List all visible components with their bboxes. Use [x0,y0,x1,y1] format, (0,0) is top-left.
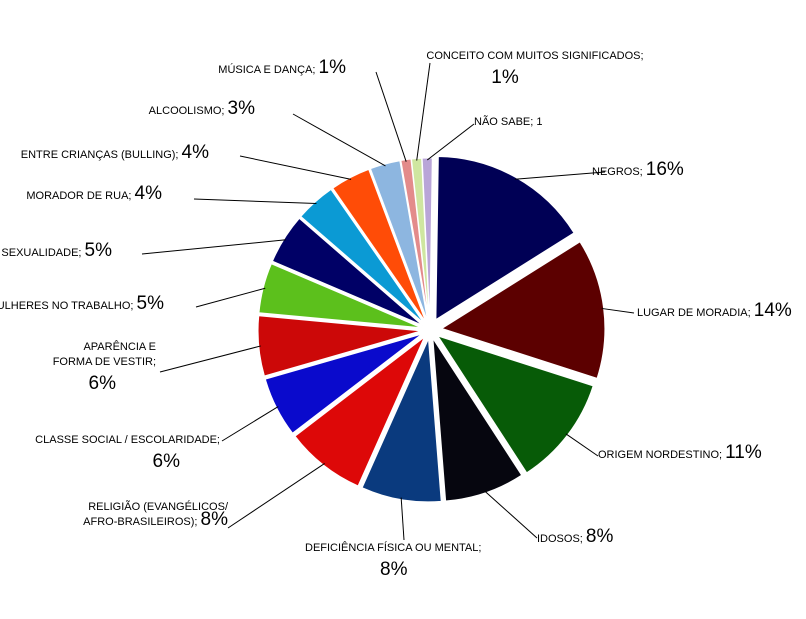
pie-slice-10 [300,188,425,324]
slice-label-14: CONCEITO COM MUITOS SIGNIFICADOS; 1% [426,50,643,88]
leader-line-2 [565,433,599,457]
leader-line-15 [426,123,475,161]
leader-line-12 [292,113,386,167]
slice-label-6: CLASSE SOCIAL / ESCOLARIDADE; 6% [35,434,220,472]
slice-label-3: IDOSOS; 8% [537,526,613,547]
leader-line-10 [193,198,317,204]
pie-slice-12 [369,160,429,322]
leader-line-8 [195,287,266,308]
leader-line-13 [375,71,407,162]
leader-line-7 [159,345,261,373]
pie-slice-1 [440,241,606,379]
leader-line-5 [227,463,325,529]
slice-label-9: SEXUALIDADE; 5% [1,240,112,261]
pie-slice-15 [421,157,433,322]
slice-labels: NEGROS; 16% LUGAR DE MORADIA; 14% ORIGEM N… [0,50,792,580]
slice-label-5: RELIGIÃO (EVANGÉLICOS/AFRO-BRASILEIROS);… [83,500,229,530]
pie-slice-9 [271,217,423,326]
slice-label-8: MULHERES NO TRABALHO; 5% [0,293,164,314]
pie-slice-5 [294,336,425,487]
leader-line-11 [239,155,352,180]
leader-line-3 [484,490,538,539]
slice-label-4: DEFICIÊNCIA FÍSICA OU MENTAL; 8% [305,541,481,580]
slice-label-0: NEGROS; 16% [592,159,684,180]
slice-label-2: ORIGEM NORDESTINO; 11% [598,442,762,463]
slice-label-10: MORADOR DE RUA; 4% [26,183,162,204]
slice-label-15: NÃO SABE; 1 [474,115,542,128]
leader-line-1 [601,307,635,314]
leader-line-6 [221,406,279,442]
leader-line-9 [141,239,286,255]
pie-slice-0 [435,156,575,321]
leader-line-4 [400,497,405,541]
pie-slice-11 [332,168,427,323]
slice-label-11: ENTRE CRIANÇAS (BULLING); 4% [21,142,209,163]
pie-slice-8 [258,263,422,329]
slice-label-1: LUGAR DE MORADIA; 14% [637,300,792,321]
pie-slice-3 [432,338,523,502]
leader-line-0 [514,171,606,180]
pie-slices [257,156,606,503]
slice-label-12: ALCOOLISMO; 3% [149,98,255,119]
leader-line-14 [416,62,431,161]
leader-lines [141,62,635,541]
slice-label-7: APARÊNCIA E FORMA DE VESTIR; 6% [53,340,156,394]
slice-label-13: MÚSICA E DANÇA; 1% [218,57,346,78]
